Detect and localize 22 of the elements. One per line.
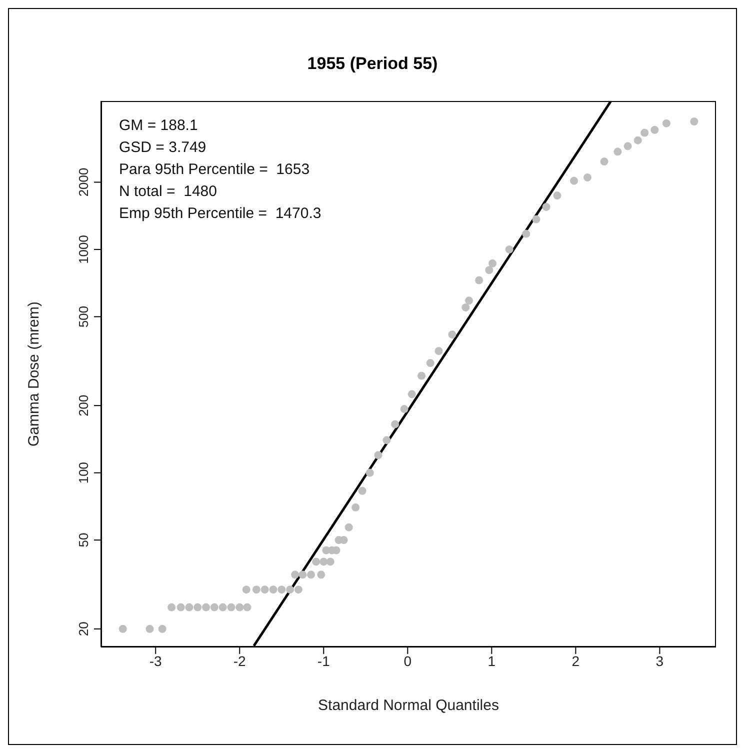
chart-title: 1955 (Period 55) bbox=[306, 54, 439, 74]
y-tick-label: 2000 bbox=[76, 168, 91, 197]
y-tick-label: 100 bbox=[76, 462, 91, 484]
x-tick-label: -1 bbox=[317, 652, 330, 669]
y-tick-label: 500 bbox=[76, 306, 91, 328]
annotation: GM = 188.1 bbox=[119, 116, 199, 136]
y-tick-label: 1000 bbox=[76, 234, 91, 264]
y-tick-label: 200 bbox=[76, 394, 91, 416]
x-tick-label: -2 bbox=[233, 652, 246, 669]
x-tick-label: -3 bbox=[149, 652, 162, 669]
x-tick-label: 3 bbox=[656, 652, 664, 669]
y-tick-label: 50 bbox=[76, 532, 91, 548]
x-axis-title: Standard Normal Quantiles bbox=[318, 697, 499, 714]
annotation: N total = 1480 bbox=[119, 182, 218, 202]
y-axis-title: Gamma Dose (mrem) bbox=[25, 301, 42, 447]
x-tick-label: 0 bbox=[404, 652, 412, 669]
annotation: Emp 95th Percentile = 1470.3 bbox=[119, 204, 322, 224]
annotation: Para 95th Percentile = 1653 bbox=[119, 160, 311, 180]
y-tick-label: 20 bbox=[76, 622, 91, 636]
x-tick-label: 2 bbox=[572, 652, 580, 669]
annotation: GSD = 3.749 bbox=[119, 138, 208, 158]
x-tick-label: 1 bbox=[488, 652, 496, 669]
